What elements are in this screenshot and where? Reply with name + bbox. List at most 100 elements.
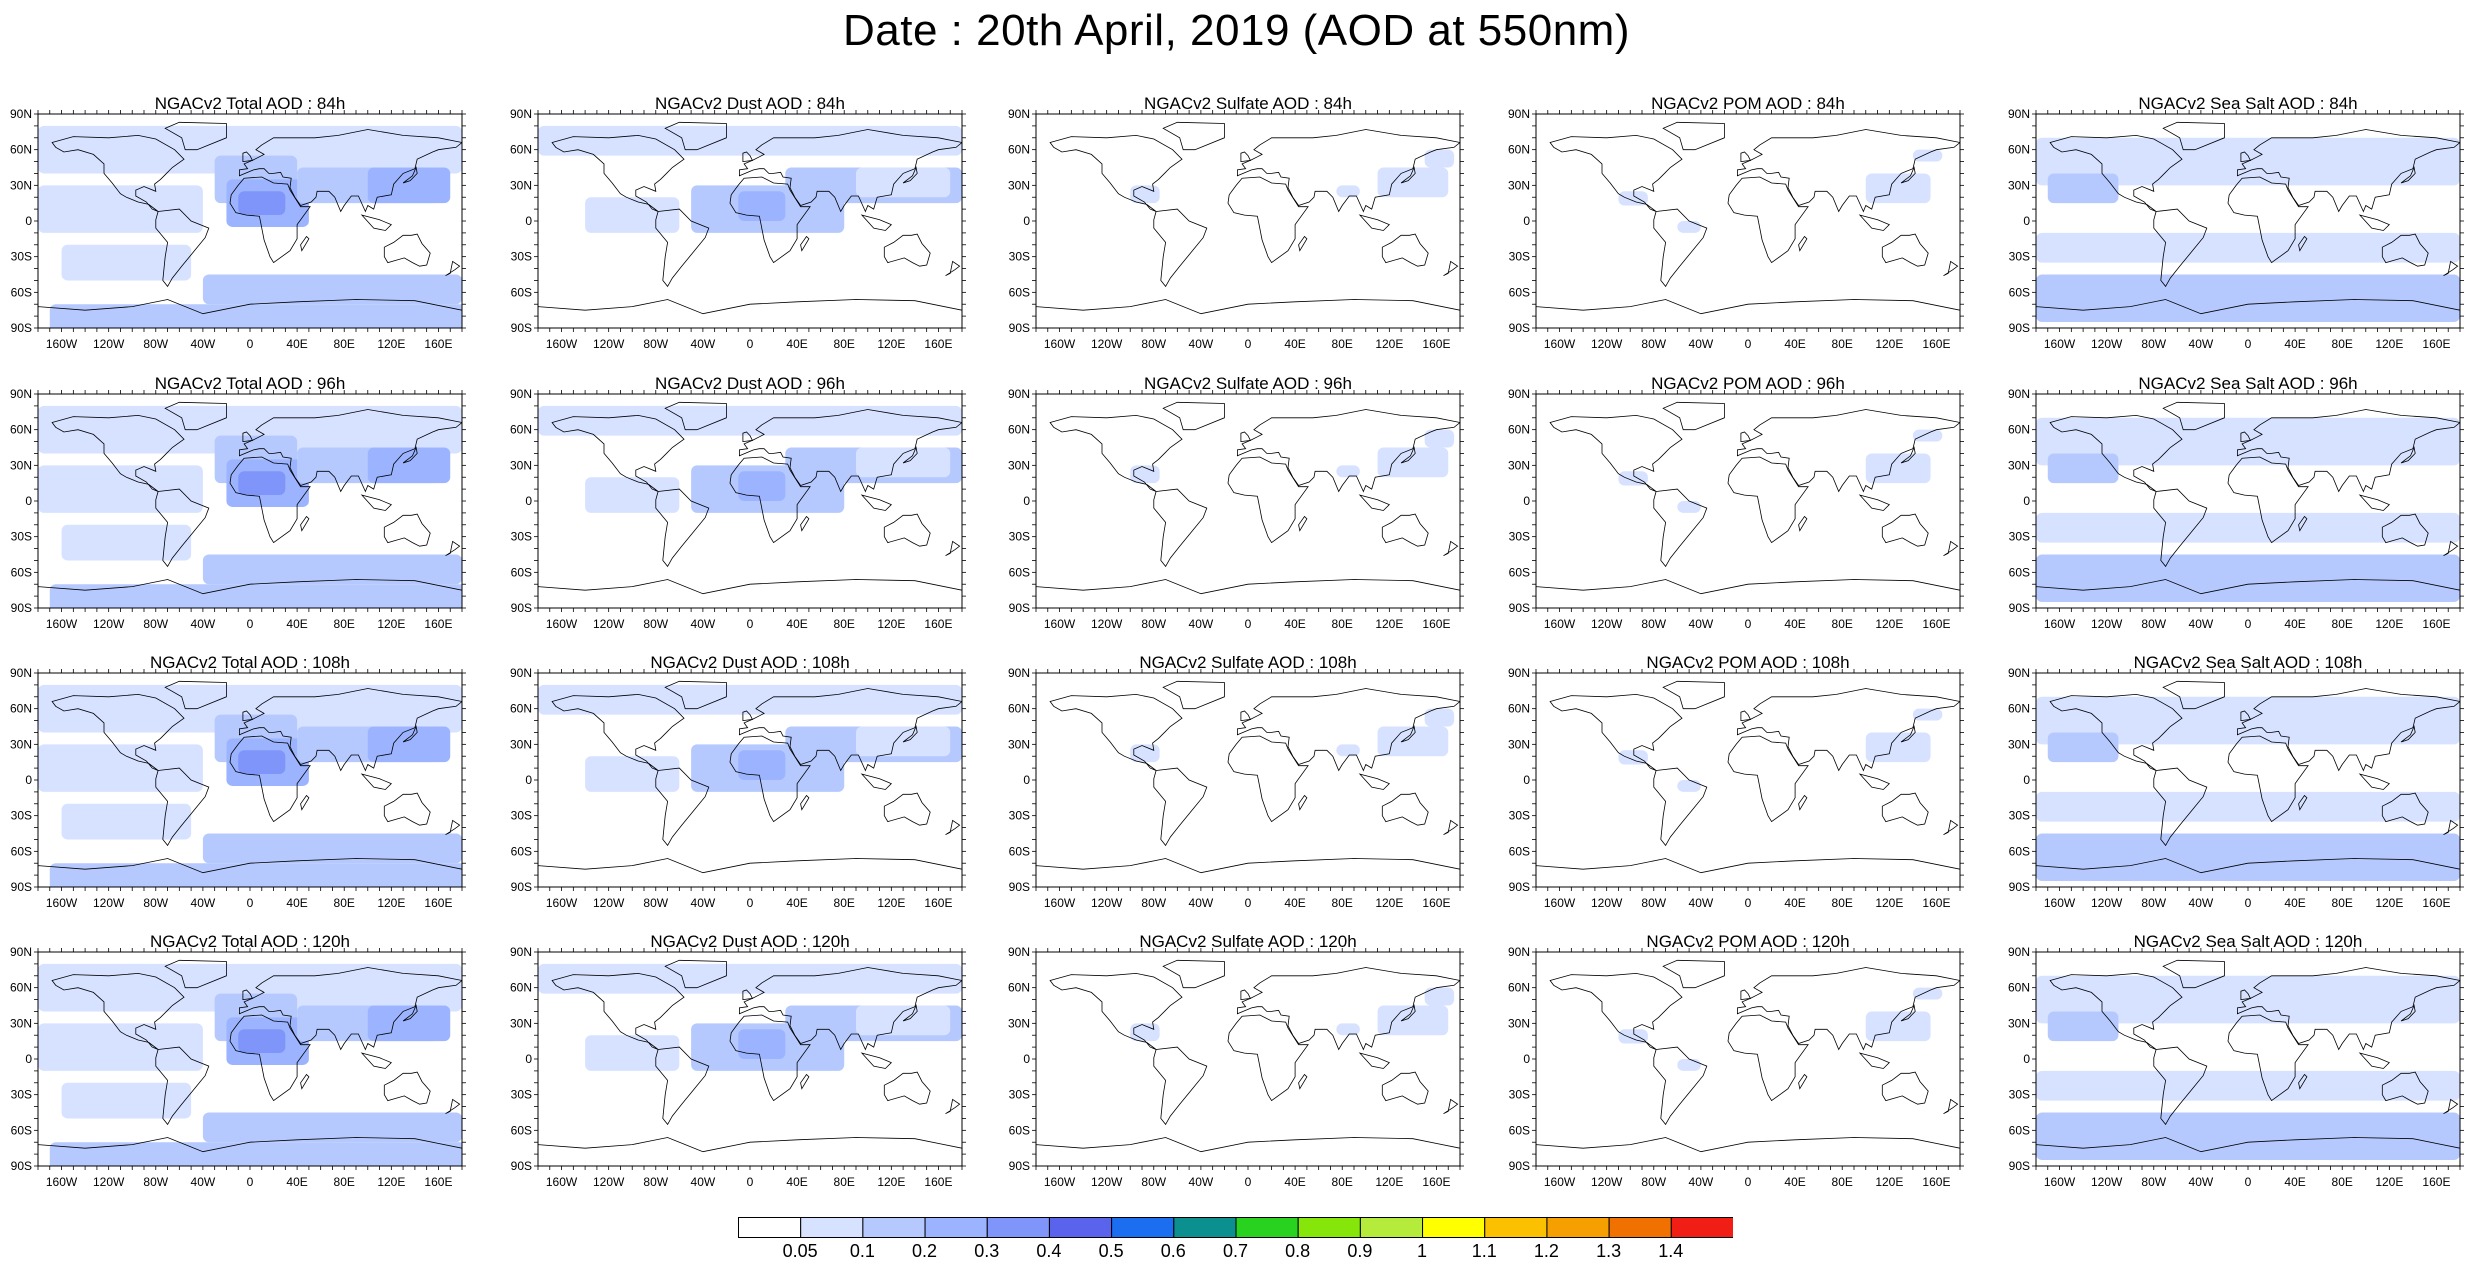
map-panel-pom-96h: NGACv2 POM AOD : 96h 90N 60N 30N 0 30S 60S 90S 1… <box>1498 374 1998 649</box>
aod-field <box>38 125 462 174</box>
lat-label: 90S <box>11 321 32 335</box>
lon-label: 40E <box>1784 896 1805 910</box>
aod-field <box>1336 465 1360 478</box>
coastline <box>1798 1073 1808 1090</box>
coastline <box>1858 494 1891 511</box>
aod-map: 90N 60N 30N 0 30S 60S 90S 160W 120W 80W 40W 0 40E 80E… <box>2008 666 2464 910</box>
lon-label: 160E <box>1922 1175 1950 1189</box>
coastline <box>1400 166 1416 184</box>
lat-label: 0 <box>25 773 32 787</box>
coastline <box>239 129 462 213</box>
lon-label: 160W <box>46 896 78 910</box>
lat-label: 30N <box>510 458 532 472</box>
aod-field <box>38 684 462 733</box>
coastline <box>360 773 393 790</box>
lon-label: 40E <box>1284 617 1305 631</box>
aod-field <box>1336 1023 1360 1036</box>
map-frame <box>1035 672 1461 888</box>
coastline <box>38 299 462 328</box>
coastline <box>2358 1052 2391 1069</box>
aod-field <box>585 197 680 233</box>
lon-label: 160E <box>2422 896 2450 910</box>
coastline <box>1240 710 1252 722</box>
lat-label: 30N <box>10 178 32 192</box>
coastline <box>445 1098 461 1115</box>
aod-map: 90N 60N 30N 0 30S 60S 90S 160W 120W 80W 40W 0 40E 80E… <box>1008 666 1464 910</box>
lon-label: 40W <box>2189 337 2214 351</box>
coastline <box>1858 1052 1891 1069</box>
lon-label: 40E <box>2284 617 2305 631</box>
lon-label: 160E <box>1422 617 1450 631</box>
coastline <box>655 767 710 847</box>
lat-label: 90S <box>1009 601 1030 615</box>
coastline <box>1381 513 1429 547</box>
coastline <box>902 1004 918 1022</box>
coastline <box>2036 579 2460 608</box>
lat-label: 30S <box>11 809 32 823</box>
coastline <box>1240 989 1252 1001</box>
aod-field <box>1618 471 1648 486</box>
page-title: Date : 20th April, 2019 (AOD at 550nm) <box>843 6 1630 55</box>
lon-label: 160W <box>2044 1175 2076 1189</box>
lon-label: 80E <box>334 617 355 631</box>
coastline <box>2240 710 2252 722</box>
colorbar-tick-label: 1.3 <box>1596 1241 1621 1261</box>
aod-field <box>2036 512 2460 543</box>
coastline <box>239 688 462 772</box>
lat-label: 0 <box>2023 1052 2030 1066</box>
lat-label: 30N <box>2008 178 2030 192</box>
lat-label: 30N <box>10 458 32 472</box>
lon-label: 160E <box>424 1175 452 1189</box>
lon-label: 120E <box>2375 337 2403 351</box>
lat-label: 90N <box>2008 107 2030 121</box>
coastline <box>883 513 931 547</box>
aod-field <box>2047 173 2119 204</box>
lon-label: 160W <box>546 337 578 351</box>
colorbar-tick-label: 1 <box>1417 1241 1427 1261</box>
coastline <box>1881 513 1929 547</box>
map-panel-seasalt-84h: NGACv2 Sea Salt AOD : 84h 90N 60N 30N 0 30S 60… <box>1998 94 2473 369</box>
coastline <box>1400 1004 1416 1022</box>
coastline <box>742 151 754 163</box>
coastline <box>1737 688 1960 772</box>
aod-field <box>238 471 286 496</box>
lat-label: 60S <box>511 844 532 858</box>
aod-field <box>238 1029 286 1054</box>
coastline <box>2162 680 2225 710</box>
coastline <box>1240 151 1252 163</box>
coastline <box>2443 819 2459 836</box>
lat-label: 90N <box>2008 666 2030 680</box>
coastline <box>1943 1098 1959 1115</box>
panel-title: NGACv2 Total AOD : 120h <box>149 932 350 951</box>
coastline <box>1358 214 1391 231</box>
aod-field <box>202 833 462 864</box>
aod-field <box>1912 149 1943 162</box>
lon-label: 80E <box>1332 1175 1353 1189</box>
panel-title: NGACv2 Dust AOD : 84h <box>655 94 845 113</box>
lat-label: 90S <box>1509 321 1530 335</box>
coastline <box>155 208 210 288</box>
coastline <box>164 959 227 989</box>
lon-label: 40E <box>1284 337 1305 351</box>
aod-field <box>1912 987 1943 1000</box>
lat-label: 90N <box>2008 387 2030 401</box>
lon-label: 40W <box>1189 337 1214 351</box>
coastline <box>383 1071 431 1105</box>
coastline <box>445 540 461 557</box>
coastline <box>1900 446 1916 464</box>
lon-label: 80E <box>1332 617 1353 631</box>
coastline <box>2153 1046 2208 1126</box>
lon-label: 40E <box>286 896 307 910</box>
coastline <box>383 233 431 267</box>
lon-label: 120W <box>593 896 625 910</box>
lat-label: 30N <box>10 1016 32 1030</box>
lon-label: 120W <box>2091 1175 2123 1189</box>
coastline <box>239 967 462 1051</box>
coastline <box>883 792 931 826</box>
coastline <box>445 819 461 836</box>
coastline <box>1740 710 1752 722</box>
colorbar-tick-label: 0.1 <box>850 1241 875 1261</box>
colorbar-swatch <box>924 1217 988 1238</box>
coastline <box>1162 401 1225 431</box>
lon-label: 160W <box>1044 1175 1076 1189</box>
